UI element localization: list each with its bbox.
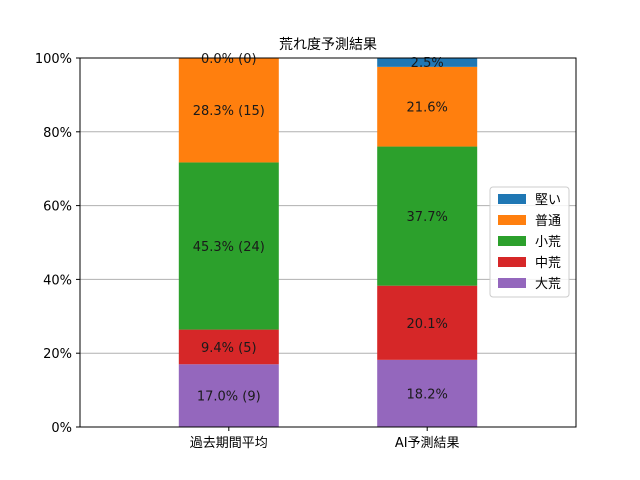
data-label: 17.0% (9) <box>197 390 261 405</box>
x-tick-label: 過去期間平均 <box>190 436 268 451</box>
y-tick-label: 20% <box>43 347 72 362</box>
data-label: 0.0% (0) <box>201 52 257 67</box>
legend-swatch <box>498 215 526 225</box>
bar-segment <box>178 329 279 365</box>
x-tick-label: AI予測結果 <box>395 436 460 451</box>
legend-swatch <box>498 236 526 246</box>
legend-label: 普通 <box>535 214 561 229</box>
legend-swatch <box>498 194 526 204</box>
legend-label: 小荒 <box>535 235 561 250</box>
y-tick-label: 80% <box>43 126 72 141</box>
data-label: 45.3% (24) <box>193 240 265 255</box>
data-label: 37.7% <box>407 210 448 225</box>
x-axis: 過去期間平均 AI予測結果 <box>190 427 460 451</box>
y-tick-label: 60% <box>43 200 72 215</box>
bar-segment <box>178 162 279 330</box>
legend-swatch <box>498 257 526 267</box>
legend-box <box>489 186 570 298</box>
data-label: 18.2% <box>407 387 448 402</box>
data-label: 2.5% <box>411 56 444 71</box>
bar-segment <box>178 58 279 163</box>
chart-title: 荒れ度予測結果 <box>279 37 377 53</box>
data-label: 20.1% <box>407 317 448 332</box>
legend-label: 大荒 <box>535 277 561 292</box>
data-label: 9.4% (5) <box>201 341 257 356</box>
legend-label: 堅い <box>535 193 561 208</box>
data-label: 28.3% (15) <box>193 104 265 119</box>
legend-label: 中荒 <box>535 256 561 271</box>
bars <box>178 57 478 427</box>
bar-segment <box>377 57 478 67</box>
y-tick-label: 40% <box>43 273 72 288</box>
data-labels: 17.0% (9) 9.4% (5) 45.3% (24) 28.3% (15) 0.0… <box>193 52 448 405</box>
bar-segment <box>377 359 478 427</box>
data-label: 21.6% <box>407 101 448 116</box>
bar-segment <box>377 146 478 286</box>
y-axis: 0% 20% 40% 60% 80% 100% <box>35 52 80 436</box>
bar-segment <box>377 66 478 147</box>
y-tick-label: 100% <box>35 52 72 67</box>
plot-frame <box>79 57 577 428</box>
bar-segment <box>178 364 279 427</box>
y-tick-label: 0% <box>51 421 72 436</box>
bar-segment <box>377 285 478 360</box>
legend-swatch <box>498 278 526 288</box>
